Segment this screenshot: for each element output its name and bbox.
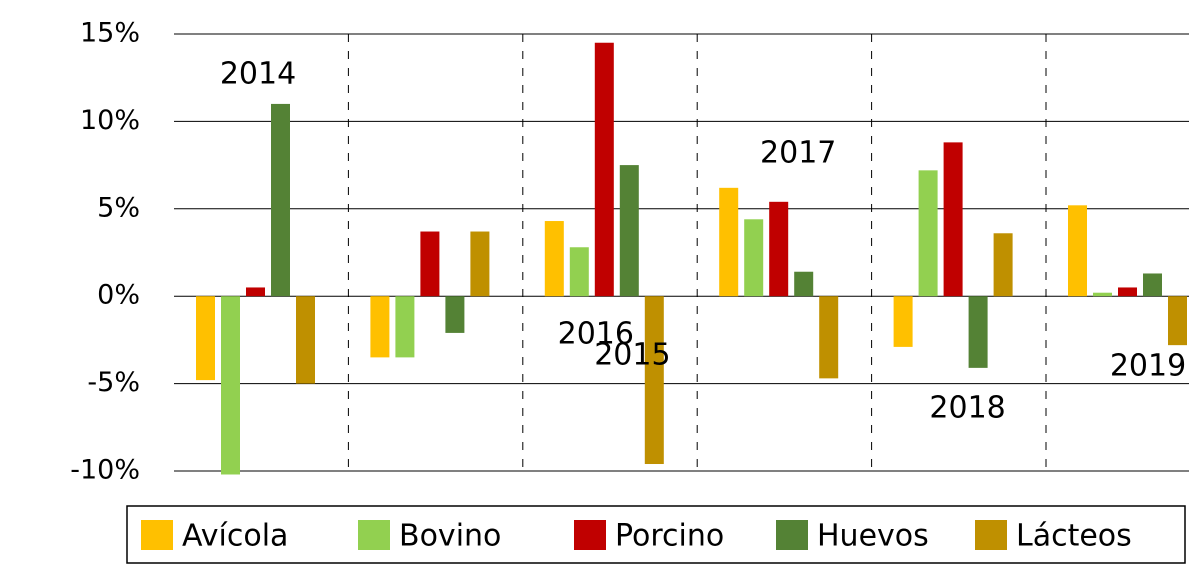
y-tick-label: 5% [97, 192, 140, 223]
bar [644, 296, 664, 465]
legend-label: Huevos [817, 519, 929, 554]
bar [221, 296, 240, 475]
bar [918, 170, 938, 297]
bar [1168, 296, 1187, 346]
legend-label: Bovino [399, 519, 501, 554]
bar [470, 231, 490, 297]
legend-swatch [141, 520, 173, 550]
bar [569, 247, 589, 297]
bar [744, 219, 764, 297]
y-tick-label: -10% [70, 455, 140, 486]
bar [420, 231, 440, 297]
bar [619, 165, 639, 297]
year-label: 2014 [220, 57, 296, 92]
bar [993, 233, 1013, 297]
year-label: 2019 [1110, 349, 1186, 384]
bar [395, 296, 415, 358]
legend-swatch [574, 520, 606, 550]
legend-swatch [975, 520, 1007, 550]
year-label: 2018 [929, 391, 1005, 426]
bar [719, 187, 739, 297]
bar [769, 201, 789, 297]
bar [893, 296, 913, 347]
legend: Avícola Bovino Porcino Huevos Lácteos [141, 519, 1132, 554]
bar [196, 296, 215, 381]
legend-label: Porcino [615, 519, 724, 554]
bars [196, 42, 1187, 475]
year-label: 2017 [760, 136, 836, 171]
bar [794, 271, 814, 297]
bar [1068, 205, 1087, 297]
bar [943, 142, 963, 297]
y-tick-label: 15% [80, 18, 140, 49]
grid [174, 33, 1189, 472]
year-label: 2015 [594, 338, 670, 373]
legend-label: Lácteos [1016, 519, 1132, 554]
bar [271, 103, 290, 297]
y-tick-label: 0% [97, 280, 140, 311]
bar [594, 42, 614, 297]
bar [1093, 292, 1112, 297]
legend-box [126, 505, 1186, 564]
legend-swatch [776, 520, 808, 550]
y-tick-label: -5% [87, 367, 140, 398]
y-tick-label: 10% [80, 105, 140, 136]
group-dividers [347, 34, 1047, 471]
year-label: 2016 [558, 317, 634, 352]
bar [370, 296, 390, 358]
bar [819, 296, 839, 379]
bar [296, 296, 315, 384]
bar [246, 287, 265, 297]
bar [968, 296, 988, 368]
bar [1118, 287, 1137, 297]
bar [1143, 273, 1162, 297]
legend-label: Avícola [182, 519, 288, 554]
legend-swatch [358, 520, 390, 550]
bar [544, 221, 564, 297]
bar [445, 296, 465, 333]
